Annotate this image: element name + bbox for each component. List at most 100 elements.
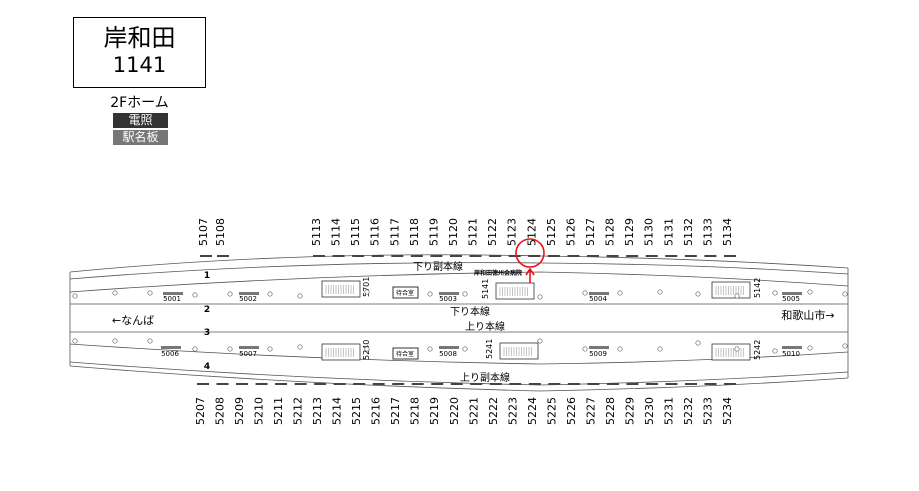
sign-id-bottom: 5217: [389, 397, 402, 425]
column-marker: [462, 291, 468, 297]
sign-id-top: 5131: [662, 218, 675, 246]
column-marker: [147, 290, 153, 296]
sign-mark: [333, 383, 346, 385]
sign-board-id: 5010: [782, 350, 800, 358]
track4-edge: [69, 361, 849, 386]
waiting-room-label: 待合室: [396, 289, 414, 297]
column-marker: [772, 290, 778, 296]
sign-mark: [723, 255, 736, 257]
direction-left: ←なんば: [112, 314, 154, 327]
track-label-upper-sub: 下り副本線: [413, 260, 463, 273]
sign-mark: [509, 383, 522, 385]
sign-mark: [216, 383, 229, 385]
sign-board: [439, 292, 459, 295]
column-marker: [72, 338, 78, 344]
column-marker: [112, 338, 118, 344]
column-marker: [72, 293, 78, 299]
sign-mark: [645, 383, 658, 385]
sign-board-id: 5008: [439, 350, 457, 358]
legend-station-sign: 駅名板: [113, 130, 168, 145]
sign-id-top: 5115: [349, 218, 362, 246]
stair-id: 5142: [753, 278, 762, 298]
column-marker: [112, 290, 118, 296]
sign-mark: [489, 255, 502, 257]
sign-board-id: 5009: [589, 350, 607, 358]
stair-id: 5701: [362, 277, 371, 297]
sign-id-bottom: 5234: [721, 397, 734, 425]
sign-board: [439, 346, 459, 349]
sign-mark: [411, 383, 424, 385]
floor-label: 2Fホーム: [110, 95, 169, 111]
sign-id-bottom: 5215: [350, 397, 363, 425]
sign-id-top: 5108: [214, 218, 227, 246]
station-title-box: 岸和田 1141: [73, 17, 206, 88]
sign-board: [782, 346, 802, 349]
sign-mark: [665, 255, 678, 257]
highlight-arrow-icon: [525, 267, 535, 283]
sign-mark: [626, 383, 639, 385]
sign-id-top: 5128: [604, 218, 617, 246]
sign-board: [239, 346, 259, 349]
staircase: 5242: [711, 340, 762, 361]
sign-mark: [332, 255, 345, 257]
sign-id-top: 5125: [545, 218, 558, 246]
column-marker: [147, 338, 153, 344]
sign-mark: [200, 255, 212, 257]
column-marker: [267, 346, 273, 352]
column-marker: [364, 289, 370, 295]
sign-id-bottom: 5208: [214, 397, 227, 425]
sign-id-top: 5120: [447, 218, 460, 246]
column-marker: [657, 289, 663, 295]
column-marker: [842, 291, 848, 297]
sign-id-bottom: 5214: [331, 397, 344, 425]
sign-id-bottom: 5218: [409, 397, 422, 425]
sign-id-bottom: 5207: [194, 397, 207, 425]
sign-board-id: 5003: [439, 295, 457, 303]
sign-mark: [567, 383, 580, 385]
staircase: 5241: [485, 339, 539, 360]
staircase: 5142: [711, 278, 762, 299]
sign-mark: [685, 383, 697, 385]
column-marker: [537, 338, 543, 344]
sign-id-top: 5116: [369, 218, 382, 246]
track1-edge: [69, 262, 849, 280]
sign-id-bottom: 5232: [682, 397, 695, 425]
column-marker: [364, 346, 370, 352]
sign-mark: [665, 383, 678, 385]
sign-id-bottom: 5212: [292, 397, 305, 425]
stair-id: 5141: [481, 279, 490, 299]
sign-mark: [528, 383, 541, 385]
sign-mark: [567, 255, 580, 257]
track-2-number: 2: [204, 305, 210, 315]
column-marker: [537, 294, 543, 300]
staircase: 5701: [321, 277, 371, 298]
column-marker: [842, 343, 848, 349]
sign-id-top: 5119: [427, 218, 440, 246]
sign-id-top: 5129: [623, 218, 636, 246]
column-marker: [227, 291, 233, 297]
sign-mark: [489, 383, 502, 385]
track-4-number: 4: [204, 362, 210, 372]
staircase: 5240: [321, 340, 371, 361]
track-label-up-main: 上り本線: [465, 320, 505, 333]
sign-board: [589, 346, 609, 349]
sign-mark: [645, 255, 658, 257]
column-marker: [427, 291, 433, 297]
legend-lighting: 電照: [113, 113, 168, 128]
sign-mark: [587, 383, 600, 385]
column-marker: [617, 290, 623, 296]
sign-id-bottom: 5216: [370, 397, 383, 425]
sign-board: [782, 292, 802, 295]
sign-id-top: 5121: [467, 218, 480, 246]
sign-mark: [410, 255, 423, 257]
column-marker: [657, 346, 663, 352]
sign-mark: [469, 255, 482, 257]
column-marker: [807, 289, 813, 295]
track-1-number: 1: [204, 271, 210, 281]
ad-label: 岸和田徳州会病院: [474, 269, 522, 277]
direction-right: 和歌山市→: [781, 308, 834, 322]
sign-mark: [371, 255, 384, 257]
column-marker: [695, 291, 701, 297]
sign-board: [589, 292, 609, 295]
